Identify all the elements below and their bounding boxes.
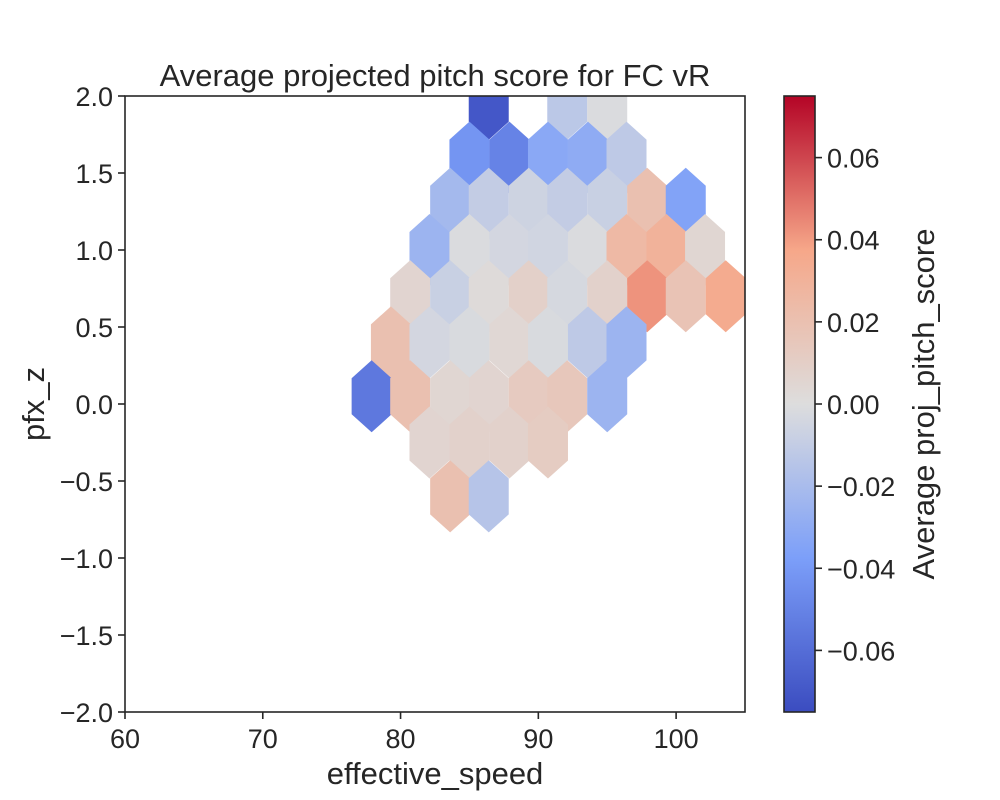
hex-cell — [508, 167, 549, 240]
hex-cell — [508, 260, 549, 333]
x-tick-label: 60 — [110, 724, 140, 754]
hex-cell — [606, 121, 647, 194]
hex-cell — [430, 260, 471, 333]
hex-cell — [409, 306, 450, 379]
hex-cell — [489, 214, 530, 286]
chart-title: Average projected pitch score for FC vR — [160, 58, 711, 93]
hex-cell — [468, 360, 509, 433]
y-tick-label: 0.0 — [75, 390, 113, 420]
hex-cell — [409, 406, 450, 479]
colorbar-tick-label: 0.02 — [827, 308, 880, 338]
x-tick-label: 90 — [523, 724, 553, 754]
hex-cell — [547, 260, 588, 333]
hex-cell — [390, 360, 431, 433]
hex-cell — [430, 460, 471, 533]
hex-cell — [665, 260, 706, 333]
hex-cell — [665, 167, 706, 240]
hex-cell — [449, 121, 490, 194]
colorbar-tick-label: 0.04 — [827, 226, 880, 256]
hex-cell — [547, 360, 588, 433]
x-axis-label: effective_speed — [327, 756, 544, 791]
hex-cell — [606, 214, 647, 286]
y-tick-label: −1.5 — [60, 621, 113, 651]
hex-cell — [527, 214, 568, 286]
hex-cell — [370, 306, 411, 379]
hex-cell — [587, 96, 628, 140]
hex-cell — [627, 167, 668, 240]
hex-cell — [430, 167, 471, 240]
hex-cell — [449, 306, 490, 379]
hex-cell — [527, 121, 568, 194]
colorbar-axis: 0.06 0.04 0.02 0.00 −0.02 −0.04 −0.06 — [815, 144, 895, 666]
x-tick-label: 80 — [386, 724, 416, 754]
hex-cell — [449, 406, 490, 479]
x-tick-label: 100 — [654, 724, 699, 754]
colorbar-tick-label: 0.00 — [827, 390, 880, 420]
hex-cell — [430, 360, 471, 433]
y-axis-label: pfx_z — [16, 367, 51, 441]
hex-cell — [527, 306, 568, 379]
hex-cell — [646, 214, 687, 286]
y-tick-label: −1.0 — [60, 544, 113, 574]
hex-cell — [468, 96, 509, 140]
hex-cell — [567, 214, 608, 286]
hex-cell — [489, 121, 530, 194]
colorbar-label: Average proj_pitch_score — [906, 229, 941, 580]
y-tick-label: 2.0 — [75, 82, 113, 112]
hex-cell — [390, 260, 431, 333]
hex-cell — [409, 214, 450, 286]
x-axis: 60 70 80 90 100 — [110, 712, 699, 754]
hex-cell — [547, 167, 588, 240]
y-axis: 2.0 1.5 1.0 0.5 0.0 −0.5 −1.0 −1.5 −2.0 — [60, 82, 125, 728]
hex-cell — [468, 260, 509, 333]
hex-cell — [489, 306, 530, 379]
colorbar-tick-label: 0.06 — [827, 144, 880, 174]
colorbar-tick-label: −0.06 — [827, 636, 895, 666]
hexbin-cells — [351, 96, 745, 533]
colorbar-tick-label: −0.02 — [827, 472, 895, 502]
hex-cell — [587, 360, 628, 433]
hex-cell — [606, 306, 647, 379]
hex-cell — [468, 167, 509, 240]
hex-cell — [468, 460, 509, 533]
x-tick-label: 70 — [248, 724, 278, 754]
hex-cell — [547, 96, 588, 140]
hex-cell — [508, 360, 549, 433]
hex-cell — [527, 406, 568, 479]
hex-cell — [587, 167, 628, 240]
hex-cell — [567, 121, 608, 194]
colorbar-tick-label: −0.04 — [827, 554, 895, 584]
hex-cell — [351, 360, 392, 433]
hex-cell — [489, 406, 530, 479]
hex-cell — [627, 260, 668, 333]
y-tick-label: 1.5 — [75, 159, 113, 189]
hex-cell — [449, 214, 490, 286]
hex-cell — [567, 306, 608, 379]
hex-cell — [705, 260, 745, 333]
colorbar — [783, 95, 816, 713]
y-tick-label: 1.0 — [75, 236, 113, 266]
y-tick-label: −0.5 — [60, 467, 113, 497]
y-tick-label: 0.5 — [75, 313, 113, 343]
hex-cell — [587, 260, 628, 333]
hex-cell — [685, 214, 726, 286]
y-tick-label: −2.0 — [60, 698, 113, 728]
